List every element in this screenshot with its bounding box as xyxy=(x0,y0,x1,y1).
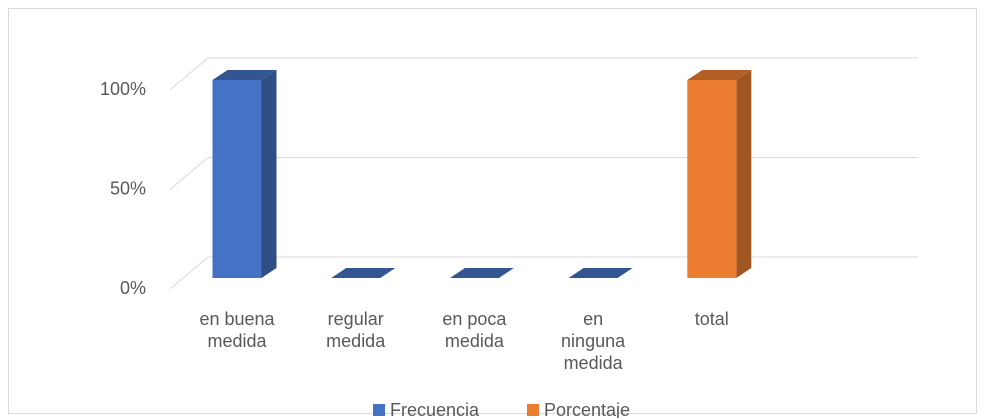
bar-top xyxy=(568,268,633,278)
legend-swatch xyxy=(373,404,385,416)
y-tick-label: 50% xyxy=(110,178,146,198)
bar-top xyxy=(212,70,277,80)
bar xyxy=(212,80,262,278)
bar xyxy=(687,80,737,278)
grid-line xyxy=(169,157,918,190)
y-tick-label: 100% xyxy=(100,79,146,99)
legend-label: Porcentaje xyxy=(544,400,630,418)
bar-side xyxy=(736,70,752,278)
grid-line xyxy=(169,57,918,91)
legend-swatch xyxy=(527,404,539,416)
x-tick-label: total xyxy=(695,309,729,329)
bar-top xyxy=(687,70,752,80)
x-tick-label: en buena medida xyxy=(199,309,275,351)
bar-top xyxy=(449,268,514,278)
bar-top xyxy=(331,268,396,278)
y-tick-label: 0% xyxy=(120,278,146,298)
chart-border xyxy=(8,8,977,414)
x-tick-label: en ninguna medida xyxy=(561,309,626,373)
x-tick-label: en poca medida xyxy=(442,309,507,351)
legend-label: Frecuencia xyxy=(390,400,480,418)
grid-line xyxy=(169,256,918,290)
bar-side xyxy=(261,70,277,278)
x-tick-label: regular medida xyxy=(326,309,386,351)
